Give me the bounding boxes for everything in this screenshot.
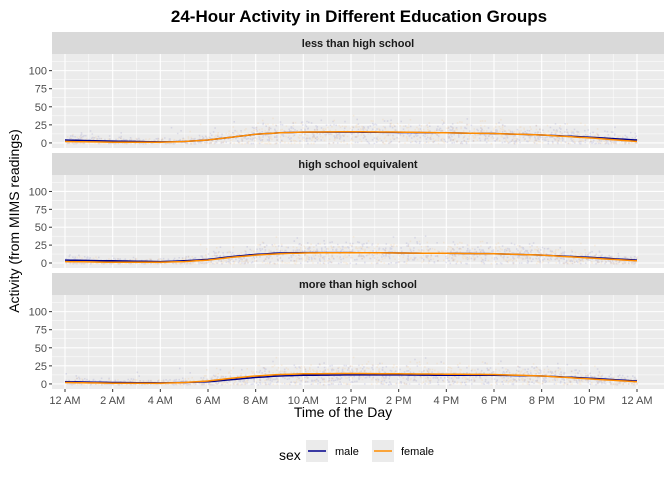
y-tick-label: 0 — [41, 379, 47, 391]
panel-strip-label: more than high school — [299, 279, 417, 291]
x-tick-label: 8 AM — [243, 395, 268, 407]
x-tick-label: 2 AM — [100, 395, 125, 407]
panel-2: high school equivalent 0 25 50 75 100 — [29, 153, 664, 270]
y-tick-label: 50 — [35, 343, 47, 355]
y-tick-label: 0 — [41, 138, 47, 150]
panel-1: less than high school 0 25 50 75 100 — [29, 32, 664, 150]
scatter-female-points — [65, 114, 639, 145]
smooth-line-female — [64, 372, 638, 384]
panel-strip — [52, 153, 664, 175]
y-tick-label: 50 — [35, 102, 47, 114]
panel-strip-label: less than high school — [302, 38, 414, 50]
scatter-points — [65, 114, 639, 145]
chart-title: 24-Hour Activity in Different Education … — [171, 7, 547, 26]
y-tick-label: 0 — [41, 258, 47, 270]
y-tick-label: 25 — [35, 240, 47, 252]
y-tick-label: 100 — [29, 186, 47, 198]
y-tick-label: 100 — [29, 307, 47, 319]
x-tick-label: 8 PM — [529, 395, 555, 407]
y-tick-label: 25 — [35, 361, 47, 373]
x-tick-label: 2 PM — [386, 395, 412, 407]
scatter-male-points — [65, 357, 639, 386]
panel-strip — [52, 32, 664, 54]
legend: sex male female — [279, 440, 434, 463]
legend-label: male — [335, 446, 359, 458]
y-tick-label: 100 — [29, 66, 47, 78]
panel-3: more than high school 0 25 50 75 100 — [29, 273, 664, 391]
y-tick-label: 75 — [35, 84, 47, 96]
x-tick-label: 12 PM — [335, 395, 367, 407]
x-tick-label: 12 AM — [49, 395, 80, 407]
y-tick-label: 50 — [35, 222, 47, 234]
x-tick-label: 6 AM — [195, 395, 220, 407]
x-tick-label: 12 AM — [621, 395, 652, 407]
x-tick-label: 10 AM — [288, 395, 319, 407]
smooth-line-female — [64, 251, 638, 264]
panel-strip — [52, 273, 664, 295]
legend-title: sex — [279, 447, 301, 463]
x-tick-label: 6 PM — [481, 395, 507, 407]
y-tick-label: 75 — [35, 325, 47, 337]
x-tick-label: 4 PM — [433, 395, 459, 407]
x-axis-title: Time of the Day — [294, 404, 392, 420]
y-axis-title: Activity (from MIMS readings) — [6, 129, 22, 313]
x-tick-label: 10 PM — [573, 395, 605, 407]
legend-entries: male female — [306, 440, 434, 462]
legend-entry-female: female — [372, 440, 434, 462]
y-tick-label: 25 — [35, 120, 47, 132]
scatter-male-points — [65, 235, 638, 265]
smooth-line-female — [64, 130, 638, 143]
legend-label: female — [401, 446, 434, 458]
panel-strip-label: high school equivalent — [298, 159, 418, 171]
x-axis: 12 AM 2 AM 4 AM 6 AM 8 AM 10 AM 12 PM 2 PM 4 PM 6… — [49, 389, 653, 407]
scatter-male-points — [66, 118, 639, 145]
x-tick-label: 4 AM — [148, 395, 173, 407]
legend-entry-male: male — [306, 440, 359, 462]
y-tick-label: 75 — [35, 204, 47, 216]
